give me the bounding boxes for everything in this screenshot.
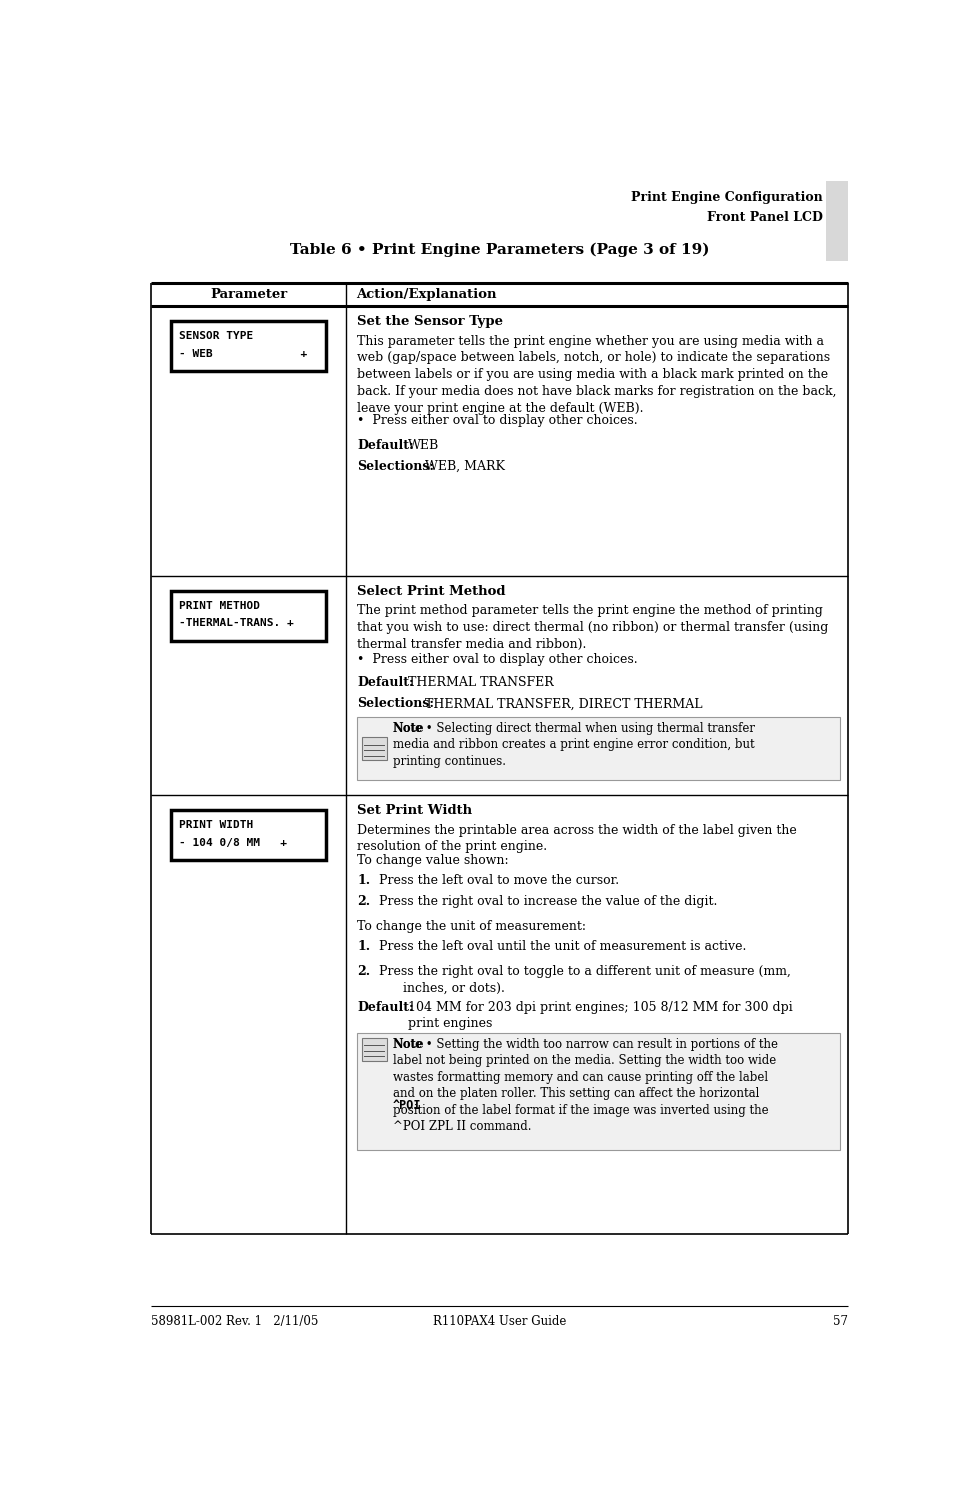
- Text: ^POI: ^POI: [393, 1099, 421, 1112]
- Text: Parameter: Parameter: [211, 287, 288, 301]
- Text: PRINT METHOD: PRINT METHOD: [179, 600, 260, 611]
- Text: Press the right oval to increase the value of the digit.: Press the right oval to increase the val…: [379, 895, 718, 908]
- Text: Print Engine Configuration: Print Engine Configuration: [632, 191, 823, 205]
- Text: THERMAL TRANSFER: THERMAL TRANSFER: [408, 676, 554, 689]
- Text: Select Print Method: Select Print Method: [357, 585, 506, 597]
- Text: 2.: 2.: [357, 965, 370, 978]
- Text: R110PAX4 User Guide: R110PAX4 User Guide: [433, 1315, 566, 1327]
- Text: WEB, MARK: WEB, MARK: [425, 461, 505, 473]
- Bar: [827, 181, 848, 262]
- Text: To change value shown:: To change value shown:: [357, 855, 509, 867]
- Bar: [172, 321, 327, 372]
- Text: - WEB             +: - WEB +: [179, 349, 307, 358]
- Text: WEB: WEB: [408, 438, 439, 452]
- Text: - 104 0/8 MM   +: - 104 0/8 MM +: [179, 838, 287, 847]
- Text: 104 MM for 203 dpi print engines; 105 8/12 MM for 300 dpi
print engines: 104 MM for 203 dpi print engines; 105 8/…: [408, 1001, 793, 1031]
- Bar: [362, 1037, 387, 1061]
- Bar: [172, 590, 327, 641]
- Text: THERMAL TRANSFER, DIRECT THERMAL: THERMAL TRANSFER, DIRECT THERMAL: [425, 697, 703, 710]
- Text: 1.: 1.: [357, 939, 370, 953]
- Bar: [357, 1032, 840, 1150]
- Text: •  Press either oval to display other choices.: • Press either oval to display other cho…: [357, 653, 638, 665]
- Text: 2.: 2.: [357, 895, 370, 908]
- Text: The print method parameter tells the print engine the method of printing
that yo: The print method parameter tells the pri…: [357, 604, 829, 650]
- Text: 1.: 1.: [357, 873, 370, 886]
- Text: 57: 57: [833, 1315, 848, 1327]
- Text: To change the unit of measurement:: To change the unit of measurement:: [357, 920, 586, 933]
- Text: Action/Explanation: Action/Explanation: [356, 287, 496, 301]
- Text: Note • Setting the width too narrow can result in portions of the
label not bein: Note • Setting the width too narrow can …: [393, 1037, 778, 1133]
- Text: Press the right oval to toggle to a different unit of measure (mm,
      inches,: Press the right oval to toggle to a diff…: [379, 965, 791, 995]
- Text: •  Press either oval to display other choices.: • Press either oval to display other cho…: [357, 414, 638, 427]
- Text: PRINT WIDTH: PRINT WIDTH: [179, 820, 254, 831]
- Text: Note • Selecting direct thermal when using thermal transfer
media and ribbon cre: Note • Selecting direct thermal when usi…: [393, 722, 755, 768]
- Text: Press the left oval until the unit of measurement is active.: Press the left oval until the unit of me…: [379, 939, 746, 953]
- Text: Table 6 • Print Engine Parameters (Page 3 of 19): Table 6 • Print Engine Parameters (Page …: [290, 242, 710, 256]
- Text: 58981L-002 Rev. 1   2/11/05: 58981L-002 Rev. 1 2/11/05: [151, 1315, 319, 1327]
- Bar: [362, 737, 387, 760]
- Text: Default:: Default:: [357, 676, 413, 689]
- Text: Selections:: Selections:: [357, 697, 434, 710]
- Text: Set the Sensor Type: Set the Sensor Type: [357, 316, 503, 328]
- Text: Press the left oval to move the cursor.: Press the left oval to move the cursor.: [379, 873, 619, 886]
- Bar: [357, 718, 840, 781]
- Text: Default:: Default:: [357, 1001, 413, 1014]
- Text: Front Panel LCD: Front Panel LCD: [708, 211, 823, 224]
- Text: Selections:: Selections:: [357, 461, 434, 473]
- Text: Note: Note: [393, 722, 424, 734]
- Text: Set Print Width: Set Print Width: [357, 804, 472, 817]
- Text: SENSOR TYPE: SENSOR TYPE: [179, 331, 254, 342]
- Text: This parameter tells the print engine whether you are using media with a
web (ga: This parameter tells the print engine wh…: [357, 334, 837, 415]
- Text: Note: Note: [393, 1037, 424, 1050]
- Text: Determines the printable area across the width of the label given the
resolution: Determines the printable area across the…: [357, 823, 797, 853]
- Bar: [172, 810, 327, 861]
- Text: -THERMAL-TRANS. +: -THERMAL-TRANS. +: [179, 619, 293, 629]
- Text: Default:: Default:: [357, 438, 413, 452]
